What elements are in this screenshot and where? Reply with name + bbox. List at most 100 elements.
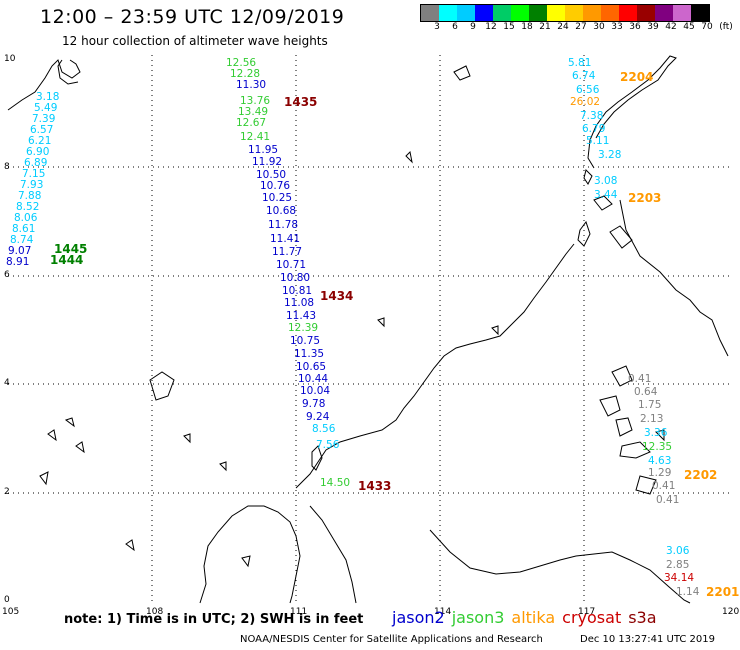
scale-swatch (439, 5, 457, 21)
wave-height-label: 3.18 (36, 91, 60, 103)
wave-height-label: 11.35 (294, 348, 325, 360)
scale-label: 70 (701, 22, 713, 32)
wave-height-label: 7.39 (32, 113, 56, 125)
scale-label: 12 (485, 22, 497, 32)
wave-height-label: 10.71 (276, 259, 307, 271)
wave-height-label: 11.92 (252, 156, 283, 168)
wave-height-label: 1.29 (648, 467, 672, 479)
wave-height-label: 12.56 (226, 57, 257, 69)
wave-height-label: 8.91 (6, 256, 30, 268)
scale-label: 24 (557, 22, 569, 32)
wave-height-label: 9.07 (8, 245, 32, 257)
wave-height-label: 10.68 (266, 205, 297, 217)
pass-time-label: 2201 (706, 585, 740, 599)
wave-height-label: 8.06 (14, 212, 38, 224)
wave-height-label: 10.25 (262, 192, 293, 204)
wave-height-label: 5.49 (34, 102, 58, 114)
wave-height-label: 2.85 (666, 559, 690, 571)
wave-height-label: 12.28 (230, 68, 261, 80)
lat-label: 0 (4, 595, 10, 605)
wave-height-label: 6.79 (582, 123, 606, 135)
color-scale-bar (420, 4, 710, 22)
scale-swatch (583, 5, 601, 21)
wave-height-label: 34.14 (664, 572, 695, 584)
wave-height-label: 12.35 (642, 441, 673, 453)
scale-swatch (421, 5, 439, 21)
grid-lines (8, 55, 730, 603)
legend-item: jason3 (451, 608, 505, 627)
scale-swatch (637, 5, 655, 21)
legend-item: s3a (628, 608, 657, 627)
wave-height-label: 9.24 (306, 411, 330, 423)
wave-height-label: 3.36 (644, 427, 668, 439)
legend-item: cryosat (562, 608, 622, 627)
generated-timestamp: Dec 10 13:27:41 UTC 2019 (580, 634, 715, 645)
wave-height-label: 6.21 (28, 135, 52, 147)
wave-height-label: 7.38 (580, 110, 604, 122)
lon-label: 111 (290, 607, 308, 617)
wave-height-label: 11.95 (248, 144, 279, 156)
scale-swatch (673, 5, 691, 21)
wave-height-label: 11.78 (268, 219, 299, 231)
pass-time-label: 1445 (54, 242, 88, 256)
wave-height-label: 5.81 (568, 57, 592, 69)
satellite-legend: jason2 jason3 altika cryosat s3a (392, 608, 664, 627)
wave-height-label: 10.81 (282, 285, 313, 297)
footnote: note: 1) Time is in UTC; 2) SWH is in fe… (64, 612, 364, 627)
pass-time-label: 1435 (284, 95, 318, 109)
scale-swatch (619, 5, 637, 21)
lat-label: 10 (4, 54, 16, 64)
pass-time-label: 2203 (628, 191, 662, 205)
scale-label: 6 (452, 22, 458, 32)
wave-height-label: 7.56 (316, 439, 340, 451)
wave-height-label: 11.41 (270, 233, 301, 245)
scale-swatch (565, 5, 583, 21)
wave-height-label: 13.49 (238, 106, 269, 118)
scale-label: 45 (683, 22, 695, 32)
scale-label: 21 (539, 22, 551, 32)
map-title: 12:00 – 23:59 UTC 12/09/2019 (40, 6, 345, 28)
wave-height-label: 3.06 (666, 545, 690, 557)
wave-height-label: 6.89 (24, 157, 48, 169)
scale-label: 15 (503, 22, 515, 32)
wave-height-label: 6.74 (572, 70, 596, 82)
lon-label: 120 (722, 607, 740, 617)
wave-height-label: 3.08 (594, 175, 618, 187)
wave-height-label: 12.41 (240, 131, 271, 143)
wave-height-label: 6.56 (576, 84, 600, 96)
lon-label: 105 (2, 607, 20, 617)
wave-height-label: 6.57 (30, 124, 54, 136)
wave-height-label: 26.02 (570, 96, 601, 108)
credit-line: NOAA/NESDIS Center for Satellite Applica… (240, 634, 543, 645)
scale-swatch (457, 5, 475, 21)
wave-height-label: 0.41 (656, 494, 680, 506)
wave-height-label: 10.50 (256, 169, 287, 181)
pass-time-label: 1444 (50, 253, 84, 267)
lat-label: 2 (4, 487, 10, 497)
scale-swatch (511, 5, 529, 21)
wave-height-label: 3.28 (598, 149, 622, 161)
lat-label: 8 (4, 162, 10, 172)
wave-height-label: 8.52 (16, 201, 40, 213)
pass-time-label: 2204 (620, 70, 654, 84)
wave-height-label: 13.76 (240, 95, 271, 107)
wave-height-label: 1.75 (638, 399, 662, 411)
scale-label: 18 (521, 22, 533, 32)
scale-label: 27 (575, 22, 587, 32)
scale-label: 36 (629, 22, 641, 32)
wave-height-label: 10.44 (298, 373, 329, 385)
wave-height-label: 0.64 (634, 386, 658, 398)
wave-height-label: 8.74 (10, 234, 34, 246)
lat-label: 6 (4, 270, 10, 280)
scale-label: 33 (611, 22, 623, 32)
wave-height-label: 8.61 (12, 223, 36, 235)
wave-height-label: 2.13 (640, 413, 664, 425)
legend-item: altika (511, 608, 556, 627)
wave-height-label: 11.43 (286, 310, 317, 322)
color-scale-labels: 3 6 9 12 15 18 21 24 27 30 33 36 39 42 45 70 (ft) (420, 22, 733, 34)
wave-height-label: 9.78 (302, 398, 326, 410)
scale-swatch (529, 5, 547, 21)
wave-height-label: 14.50 (320, 477, 351, 489)
